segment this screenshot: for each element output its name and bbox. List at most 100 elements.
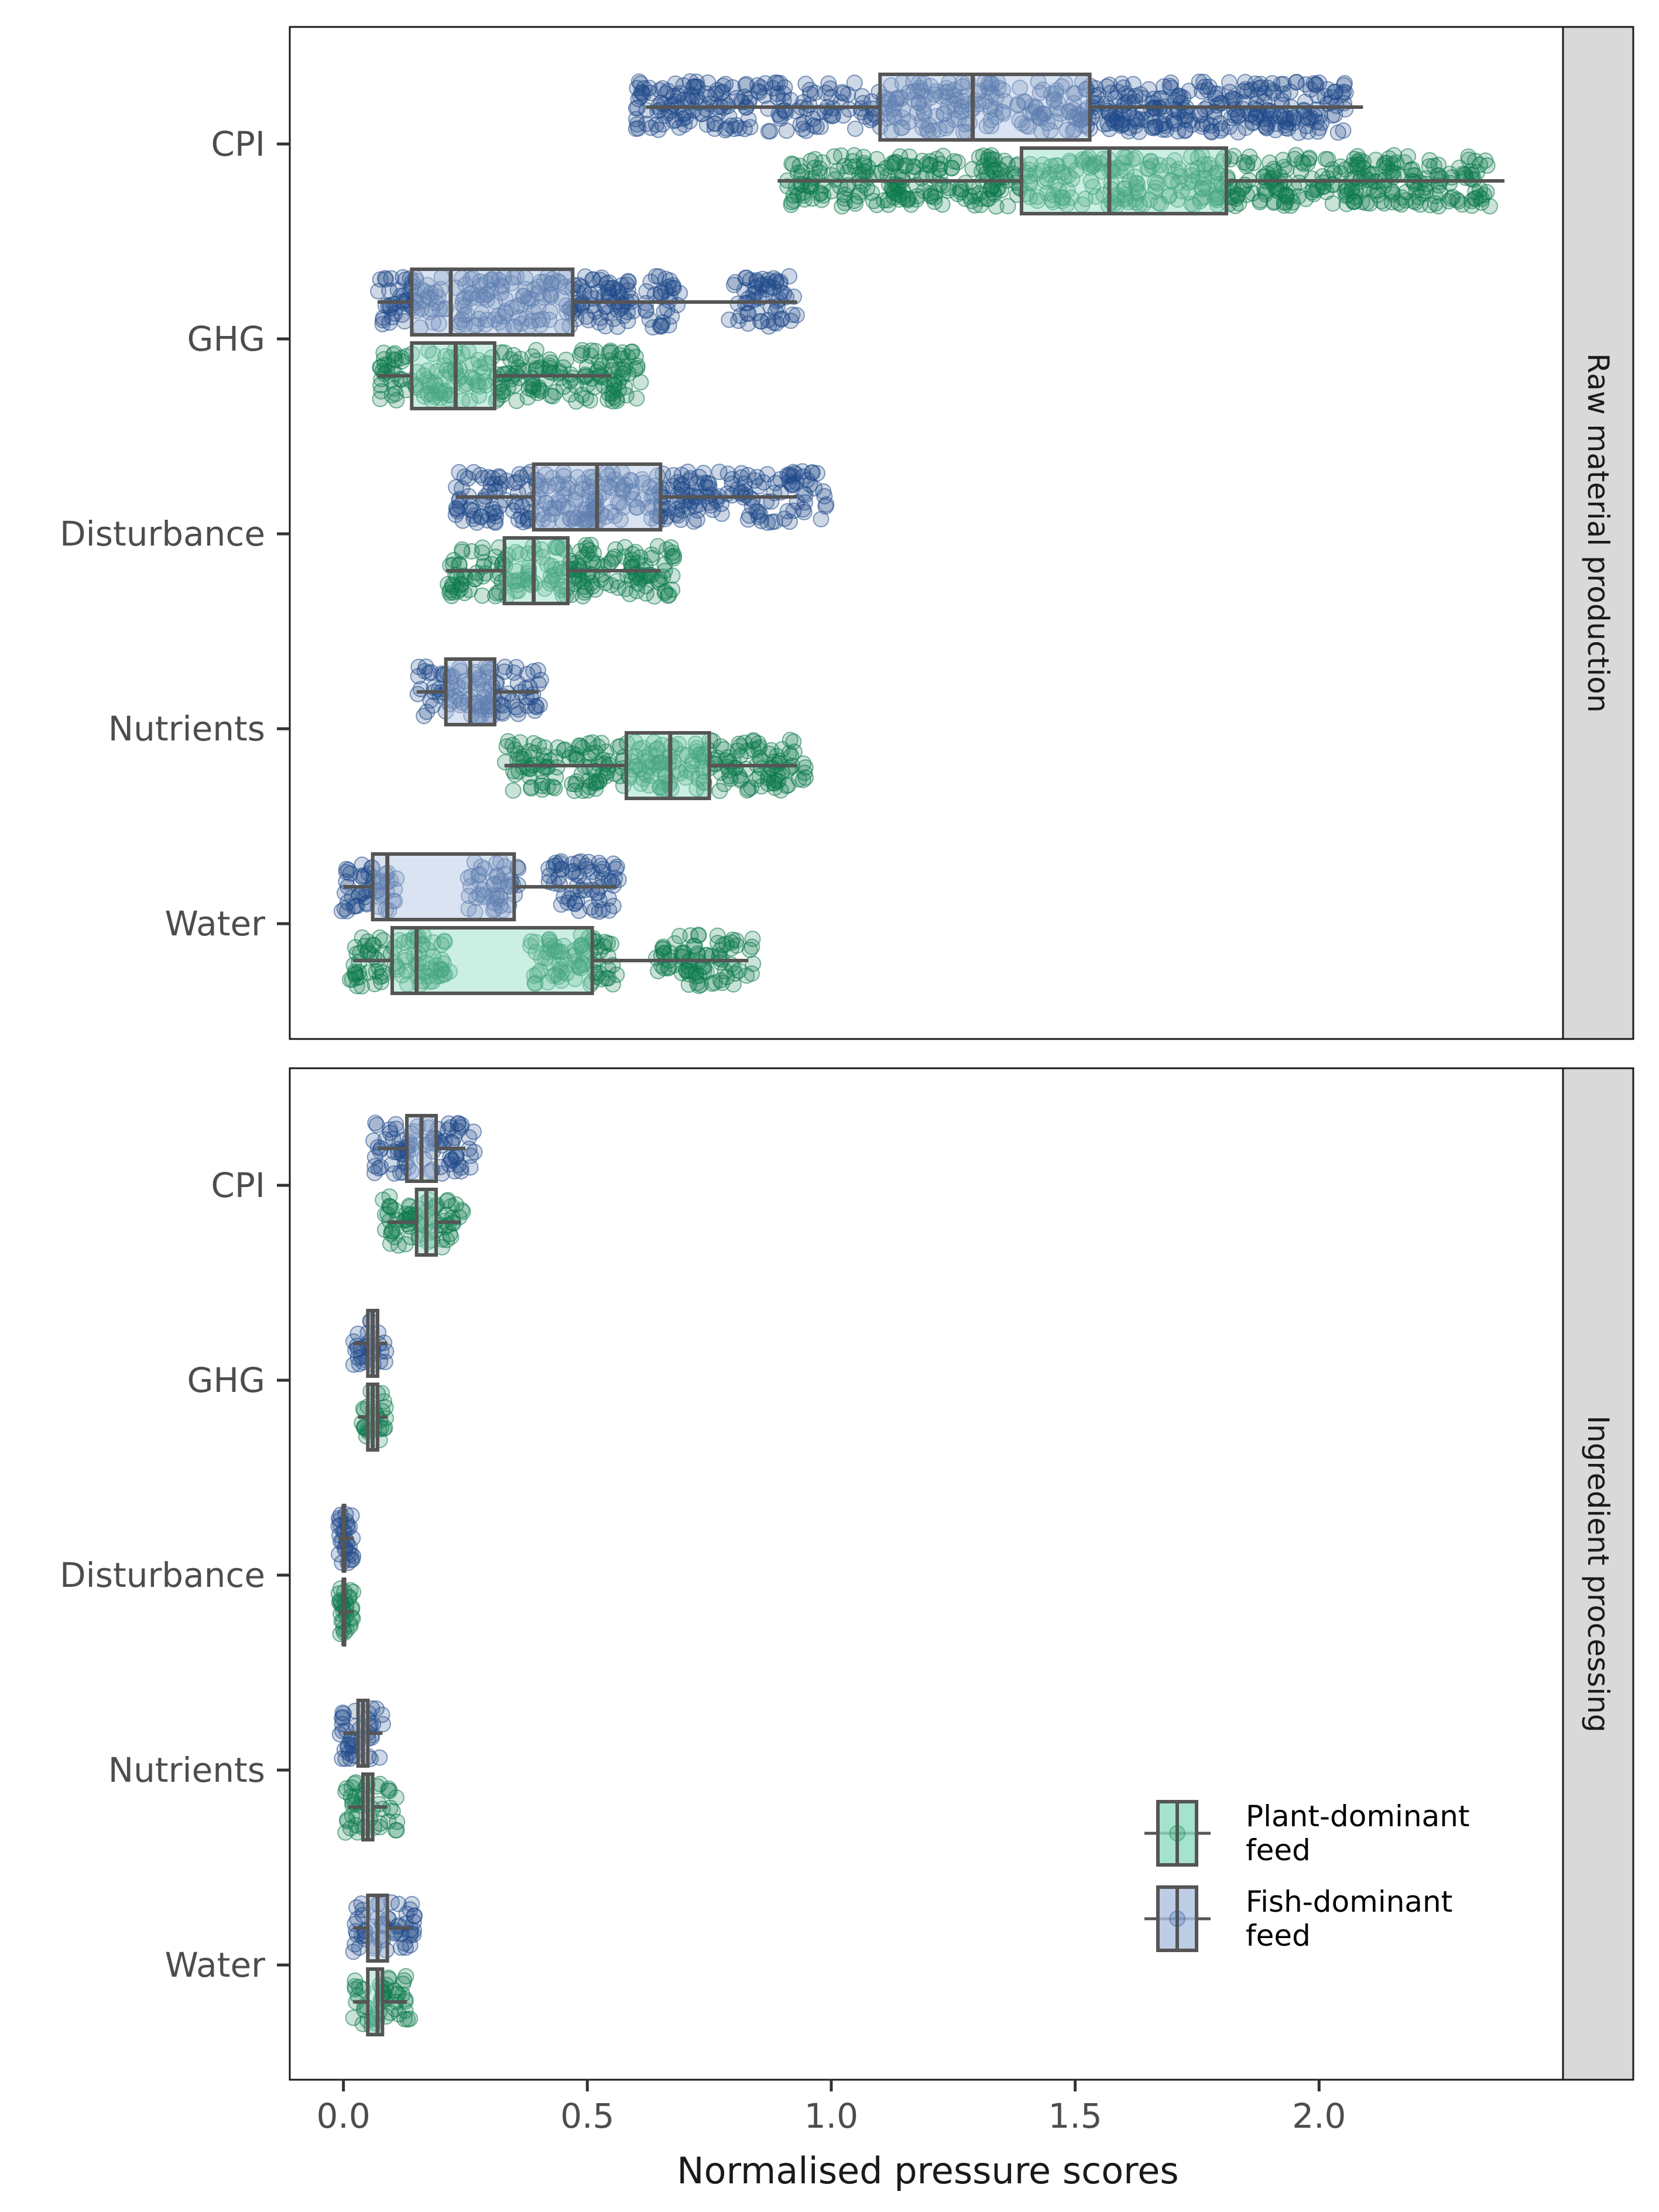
data-point xyxy=(1252,192,1269,209)
data-point xyxy=(749,304,766,321)
data-point xyxy=(1295,156,1312,172)
data-point xyxy=(1259,165,1276,182)
data-point xyxy=(474,587,491,604)
data-point xyxy=(945,153,962,170)
legend-label: Fish-dominant xyxy=(1246,1885,1452,1919)
data-point xyxy=(1385,164,1402,181)
data-point xyxy=(660,500,677,517)
data-point xyxy=(786,743,803,760)
data-point xyxy=(347,1936,364,1953)
data-point xyxy=(624,546,641,563)
data-point xyxy=(743,938,760,955)
data-point xyxy=(808,118,825,135)
data-point xyxy=(719,485,736,502)
data-point xyxy=(672,512,689,528)
x-tick-label: 0.5 xyxy=(560,2096,614,2136)
data-point xyxy=(496,663,513,680)
data-point xyxy=(978,165,995,182)
data-point xyxy=(416,708,433,725)
panel-frame xyxy=(289,1067,1564,2081)
data-point xyxy=(990,180,1007,197)
data-point xyxy=(817,498,834,515)
data-point xyxy=(671,119,688,136)
data-point xyxy=(399,2011,416,2028)
data-point xyxy=(765,270,782,287)
data-point xyxy=(1256,111,1273,128)
series-plant-water xyxy=(345,1967,419,2036)
data-point xyxy=(1236,154,1253,171)
data-point xyxy=(745,955,762,972)
data-point xyxy=(623,571,640,588)
data-point xyxy=(561,890,578,907)
data-point xyxy=(372,377,389,393)
data-point xyxy=(732,770,749,787)
data-point xyxy=(733,469,750,486)
data-point xyxy=(664,280,681,297)
data-point xyxy=(1265,84,1282,101)
data-point xyxy=(928,108,945,125)
series-plant-water xyxy=(342,926,762,995)
data-point xyxy=(1049,101,1065,118)
y-tick-label: GHG xyxy=(187,1360,265,1400)
data-point xyxy=(587,342,604,359)
data-point xyxy=(689,502,706,519)
box xyxy=(646,73,1363,142)
data-point xyxy=(847,121,863,137)
data-point xyxy=(629,116,646,133)
data-point xyxy=(1025,104,1042,121)
data-point xyxy=(1230,124,1246,140)
facet-strip xyxy=(1562,26,1634,1040)
data-point xyxy=(547,384,564,401)
data-point xyxy=(778,122,795,139)
data-point xyxy=(1300,109,1317,126)
data-point xyxy=(1324,195,1341,212)
jitter-points xyxy=(628,73,1354,141)
data-point xyxy=(562,386,579,403)
data-point xyxy=(629,358,646,374)
data-point xyxy=(375,312,391,328)
data-point xyxy=(812,118,829,135)
y-tick-label: Disturbance xyxy=(60,514,265,554)
data-point xyxy=(493,375,510,392)
data-point xyxy=(954,78,971,95)
data-point xyxy=(963,193,980,210)
data-point xyxy=(999,198,1016,215)
x-tick-label: 2.0 xyxy=(1292,2096,1346,2136)
data-point xyxy=(520,380,537,397)
data-point xyxy=(1268,181,1285,198)
data-point xyxy=(1327,83,1344,100)
data-point xyxy=(650,963,667,979)
y-tick-label: Nutrients xyxy=(108,709,265,749)
data-point xyxy=(465,1123,482,1140)
data-point xyxy=(334,1750,351,1767)
data-point xyxy=(1009,97,1026,114)
data-point xyxy=(1046,92,1062,109)
data-point xyxy=(981,84,998,101)
data-point xyxy=(1476,186,1493,203)
data-point xyxy=(684,88,701,105)
data-point xyxy=(1343,157,1360,174)
data-point xyxy=(884,155,901,172)
data-point xyxy=(502,351,519,368)
series-fish-nutrients xyxy=(331,1699,391,1768)
data-point xyxy=(482,476,499,493)
x-tick-label: 1.5 xyxy=(1048,2096,1102,2136)
data-point xyxy=(983,118,1000,135)
data-point xyxy=(572,738,589,755)
series-fish-disturbance xyxy=(330,1504,362,1573)
data-point xyxy=(390,1237,407,1254)
data-point xyxy=(1156,118,1173,134)
data-point xyxy=(1166,115,1183,132)
data-point xyxy=(746,472,763,489)
data-point xyxy=(1161,77,1178,94)
data-point xyxy=(1194,83,1211,100)
data-point xyxy=(1238,119,1254,136)
data-point xyxy=(397,1939,414,1956)
data-point xyxy=(766,771,783,788)
data-point xyxy=(416,663,433,680)
data-point xyxy=(580,853,597,870)
data-point xyxy=(343,1779,360,1796)
data-point xyxy=(567,776,584,793)
data-point xyxy=(724,79,741,96)
data-point xyxy=(641,80,658,97)
